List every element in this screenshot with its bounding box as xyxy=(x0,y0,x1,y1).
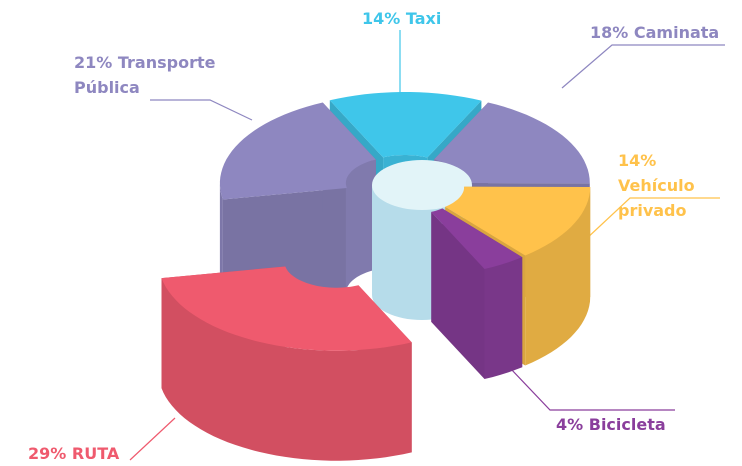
slice-label: 14% Vehículo privado xyxy=(618,148,738,223)
leader-line xyxy=(561,44,725,89)
slice-label: 18% Caminata xyxy=(590,20,719,45)
category-label: Taxi xyxy=(405,9,442,28)
slice xyxy=(431,208,523,379)
slice-outer-wall xyxy=(525,187,591,366)
slice-top xyxy=(434,102,590,184)
slice-label: 4% Bicicleta xyxy=(556,412,666,437)
leader-line xyxy=(584,197,720,241)
slice-inner-wall xyxy=(345,159,376,294)
value-label: 18% xyxy=(590,23,629,42)
slice xyxy=(161,266,412,461)
category-label: Bicicleta xyxy=(588,415,666,434)
slice-side xyxy=(431,211,485,379)
value-label: 29% xyxy=(28,444,67,463)
slice-label: 14% Taxi xyxy=(362,6,441,31)
slice-outer-wall xyxy=(484,257,523,379)
slice-label: 21% Transporte Pública xyxy=(74,50,234,100)
category-label: Caminata xyxy=(633,23,720,42)
slice-top xyxy=(219,102,376,200)
value-label: 14% xyxy=(618,151,657,170)
value-label: 21% xyxy=(74,53,113,72)
leader-line xyxy=(509,367,675,411)
slice-top xyxy=(161,266,412,351)
slice-outer-wall xyxy=(161,278,412,461)
leader-line xyxy=(150,99,253,121)
slice-top xyxy=(431,208,523,269)
slice-label: 29% RUTA xyxy=(28,441,119,466)
slices xyxy=(161,92,591,461)
leader-lines xyxy=(129,30,725,461)
slice-top xyxy=(329,92,482,158)
category-label: Transporte Pública xyxy=(74,53,216,97)
hub-top xyxy=(372,160,472,210)
value-label: 4% xyxy=(556,415,584,434)
value-label: 14% xyxy=(362,9,401,28)
category-label: RUTA xyxy=(71,444,120,463)
slice-top xyxy=(445,186,591,256)
leader-line xyxy=(129,417,176,461)
category-label: Vehículo privado xyxy=(618,176,695,220)
